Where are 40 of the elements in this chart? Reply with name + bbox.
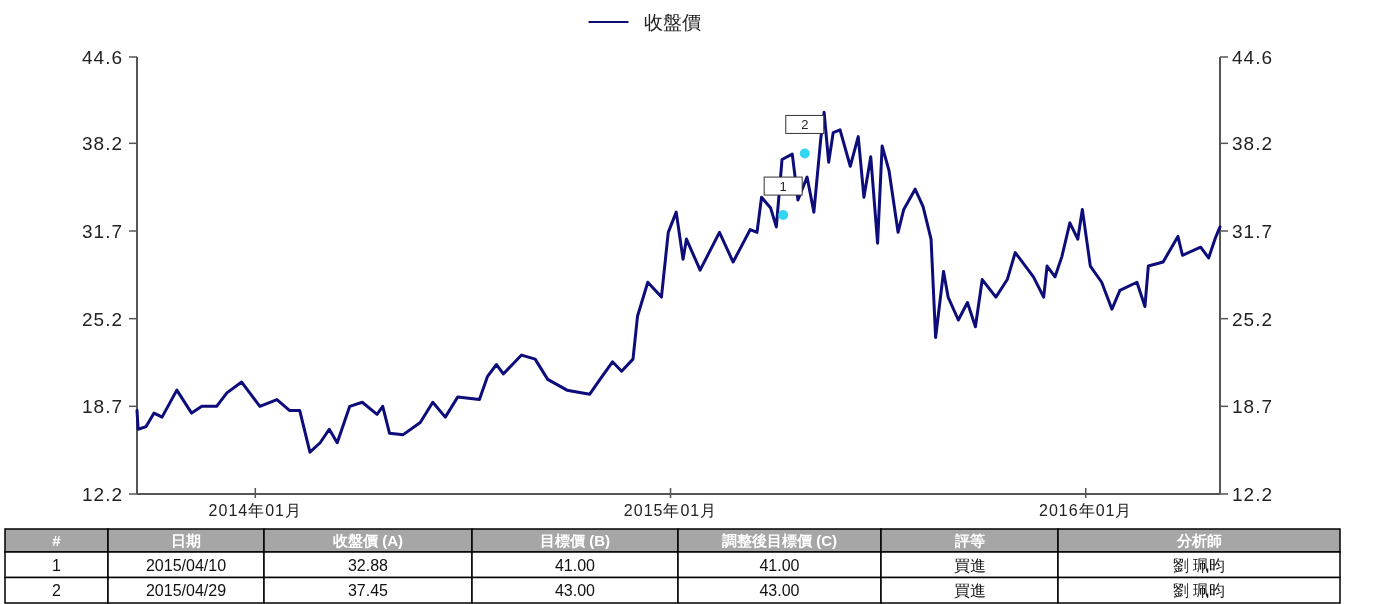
text: 1 [52, 556, 61, 574]
category-label: 日期 [171, 532, 201, 549]
text: 劉 珮昀 [1172, 582, 1226, 599]
y2-tick-label: 25.2 [1232, 308, 1273, 330]
x-tick-label: 2014年01月 [208, 502, 303, 519]
legend-label: 收盤價 [643, 12, 701, 33]
text: 買進 [953, 582, 986, 599]
text: 41.00 [759, 556, 800, 574]
text: 37.45 [347, 582, 389, 599]
y-tick-label: 18.7 [82, 396, 123, 418]
y2-tick-label: 18.7 [1232, 396, 1273, 418]
annotation: 1 [779, 179, 787, 195]
text: 43.00 [554, 582, 596, 599]
y-tick-label: 12.2 [82, 484, 123, 505]
x-tick-label: 2015年01月 [623, 502, 718, 519]
text: 買進 [953, 556, 986, 574]
y-tick-label: 38.2 [82, 133, 123, 155]
text: 32.88 [347, 556, 389, 574]
text: 2015/04/29 [145, 582, 227, 599]
y-tick-label: 44.6 [82, 47, 123, 68]
y-tick-label: 25.2 [82, 308, 123, 330]
text: 劉 珮昀 [1172, 556, 1226, 574]
text: 43.00 [759, 582, 800, 599]
y-tick-label: 31.7 [82, 220, 123, 242]
category-label: # [52, 532, 62, 549]
line-series [135, 110, 1222, 454]
category-label: 調整後目標價 (C) [722, 532, 837, 549]
category-label: 評等 [953, 532, 985, 549]
annotation: 2 [801, 117, 809, 133]
category-label: 分析師 [1175, 532, 1222, 549]
category-label: 目標價 (B) [540, 532, 610, 549]
y2-tick-label: 38.2 [1232, 133, 1273, 155]
category-label: 收盤價 (A) [333, 532, 403, 549]
text: 2015/04/10 [145, 556, 227, 574]
y2-tick-label: 12.2 [1232, 484, 1273, 505]
text: 41.00 [554, 556, 596, 574]
y2-tick-label: 44.6 [1232, 47, 1273, 68]
x-tick-label: 2016年01月 [1039, 502, 1133, 519]
text: 2 [52, 582, 61, 599]
y2-tick-label: 31.7 [1232, 220, 1273, 242]
